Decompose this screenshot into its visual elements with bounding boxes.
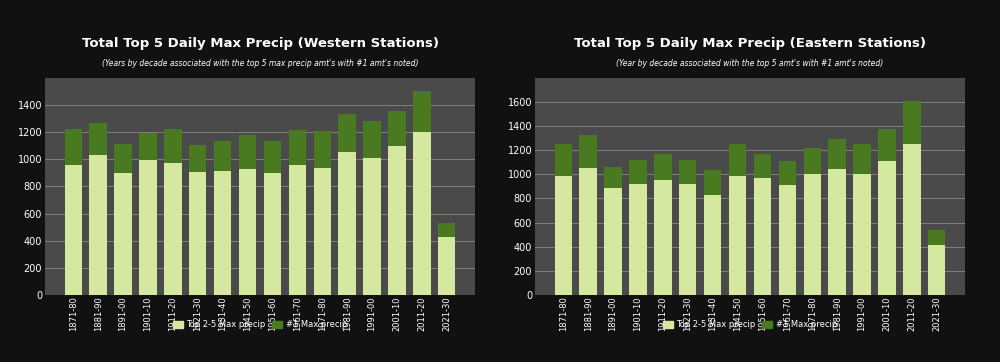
Bar: [779, 161, 796, 185]
Legend: Top 2-5 Max precip, #1 Max precip: Top 2-5 Max precip, #1 Max precip: [660, 317, 840, 332]
Bar: [438, 223, 455, 237]
Bar: [804, 148, 821, 174]
Bar: [878, 161, 896, 295]
Bar: [654, 154, 672, 180]
Bar: [314, 131, 331, 168]
Bar: [604, 188, 622, 295]
Bar: [903, 144, 921, 295]
Bar: [289, 130, 306, 165]
Bar: [363, 121, 381, 158]
Bar: [679, 160, 696, 184]
Bar: [729, 144, 746, 176]
Text: Total Top 5 Daily Max Precip (Western Stations): Total Top 5 Daily Max Precip (Western St…: [82, 37, 438, 50]
Bar: [114, 173, 132, 295]
Bar: [338, 152, 356, 295]
Bar: [264, 173, 281, 295]
Bar: [654, 180, 672, 295]
Bar: [928, 230, 945, 245]
Bar: [928, 245, 945, 295]
Bar: [65, 165, 82, 295]
Bar: [413, 92, 431, 132]
Bar: [388, 111, 406, 146]
Text: (Years by decade associated with the top 5 max precip amt's with #1 amt's noted): (Years by decade associated with the top…: [102, 59, 418, 68]
Bar: [579, 168, 597, 295]
Bar: [729, 176, 746, 295]
Bar: [289, 165, 306, 295]
Legend: Top 2-5 Max precip, #1 Max precip: Top 2-5 Max precip, #1 Max precip: [170, 317, 350, 332]
Bar: [555, 144, 572, 176]
Bar: [629, 160, 647, 184]
Bar: [629, 184, 647, 295]
Bar: [438, 237, 455, 295]
Bar: [853, 174, 871, 295]
Bar: [363, 158, 381, 295]
Bar: [214, 172, 231, 295]
Bar: [65, 129, 82, 165]
Bar: [754, 155, 771, 178]
Bar: [139, 160, 157, 295]
Bar: [579, 135, 597, 168]
Bar: [239, 169, 256, 295]
Bar: [338, 114, 356, 152]
Bar: [754, 178, 771, 295]
Bar: [903, 101, 921, 144]
Bar: [264, 141, 281, 173]
Bar: [89, 123, 107, 155]
Bar: [828, 169, 846, 295]
Bar: [139, 133, 157, 160]
Bar: [779, 185, 796, 295]
Bar: [604, 167, 622, 188]
Bar: [878, 129, 896, 161]
Bar: [114, 144, 132, 173]
Bar: [804, 174, 821, 295]
Bar: [679, 184, 696, 295]
Bar: [828, 139, 846, 169]
Bar: [413, 132, 431, 295]
Bar: [704, 195, 721, 295]
Bar: [164, 130, 182, 163]
Bar: [189, 145, 206, 172]
Bar: [214, 141, 231, 172]
Text: (Year by decade associated with the top 5 amt's with #1 amt's noted): (Year by decade associated with the top …: [616, 59, 884, 68]
Bar: [164, 163, 182, 295]
Bar: [555, 176, 572, 295]
Bar: [704, 170, 721, 195]
Bar: [388, 146, 406, 295]
Bar: [89, 155, 107, 295]
Bar: [314, 168, 331, 295]
Bar: [239, 135, 256, 169]
Text: Total Top 5 Daily Max Precip (Eastern Stations): Total Top 5 Daily Max Precip (Eastern St…: [574, 37, 926, 50]
Bar: [853, 144, 871, 174]
Bar: [189, 172, 206, 295]
